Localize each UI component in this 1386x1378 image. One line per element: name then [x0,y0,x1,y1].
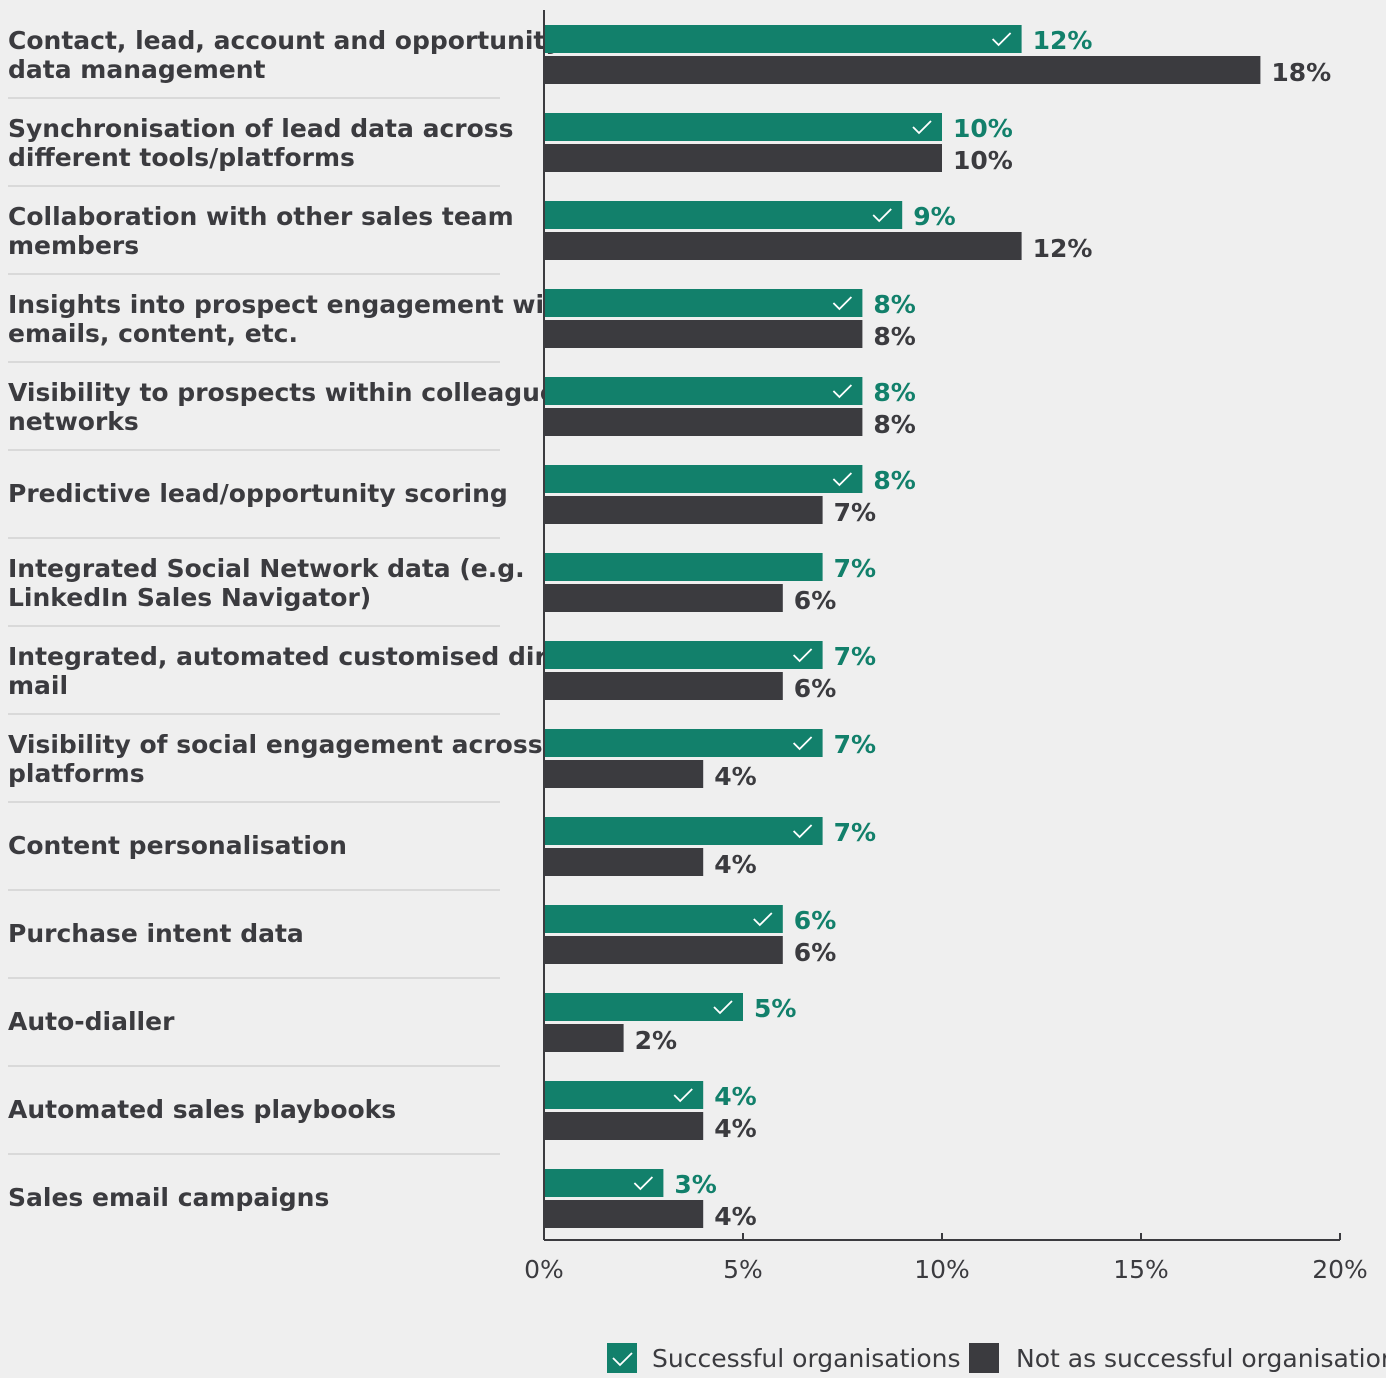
bar-successful [544,1169,664,1197]
data-label-not-successful: 6% [794,674,836,703]
legend-swatch-successful [607,1343,637,1373]
bar-not-successful [544,408,863,436]
check-icon [713,1000,733,1015]
bar-successful [544,1081,704,1109]
bar-successful [544,905,783,933]
category-label: Content personalisation [8,831,347,860]
category-label: Visibility of social engagement across pl… [8,730,543,788]
bar-not-successful [544,1024,624,1052]
bar-not-successful [544,1200,704,1228]
data-label-successful: 4% [714,1082,756,1111]
bar-not-successful [544,672,783,700]
data-label-successful: 7% [834,554,876,583]
category-label: Integrated Social Network data (e.g. Link… [8,554,525,612]
check-icon [633,1176,654,1191]
bar-not-successful [544,56,1261,84]
data-label-not-successful: 18% [1271,58,1331,87]
check-icon [673,1088,693,1103]
data-label-not-successful: 8% [873,322,915,351]
check-icon [832,384,853,399]
data-label-successful: 10% [953,114,1013,143]
bar-successful [544,201,903,229]
data-label-successful: 9% [913,202,955,231]
category-label: Synchronisation of lead data across diffe… [8,114,514,172]
data-label-successful: 5% [754,994,796,1023]
bar-not-successful [544,232,1022,260]
data-label-successful: 6% [794,906,836,935]
data-label-not-successful: 4% [714,1114,756,1143]
x-tick-label: 0% [524,1255,564,1284]
category-label: Automated sales playbooks [8,1095,396,1124]
bar-not-successful [544,848,704,876]
data-label-successful: 12% [1033,26,1093,55]
data-label-successful: 8% [873,290,915,319]
data-label-not-successful: 2% [635,1026,677,1055]
check-icon [832,296,853,311]
check-icon [872,208,892,223]
check-icon [912,120,932,135]
bar-not-successful [544,936,783,964]
bar-successful [544,25,1022,53]
bar-successful [544,553,823,581]
bar-successful [544,993,743,1021]
legend-label-not-successful: Not as successful organisations [1016,1344,1386,1373]
check-icon [792,736,813,751]
legend-check-icon [612,1352,633,1367]
category-label: Sales email campaigns [8,1183,329,1212]
data-label-not-successful: 7% [834,498,876,527]
data-label-not-successful: 4% [714,1202,756,1231]
category-label: Integrated, automated customised direct m… [8,642,591,700]
bar-successful [544,377,863,405]
data-label-not-successful: 8% [873,410,915,439]
bar-not-successful [544,144,942,172]
data-label-successful: 7% [834,642,876,671]
bar-successful [544,289,863,317]
category-label: Contact, lead, account and opportunity da… [8,26,562,84]
bar-successful [544,817,823,845]
category-label: Auto-dialler [8,1007,175,1036]
bar-successful [544,729,823,757]
data-label-successful: 7% [834,730,876,759]
bar-not-successful [544,496,823,524]
category-label: Visibility to prospects within colleague… [8,378,581,436]
bar-not-successful [544,760,704,788]
data-label-not-successful: 12% [1033,234,1093,263]
data-label-successful: 8% [873,466,915,495]
check-icon [792,648,813,663]
data-label-successful: 8% [873,378,915,407]
data-label-not-successful: 6% [794,938,836,967]
category-label: Predictive lead/opportunity scoring [8,479,508,508]
x-tick-label: 5% [723,1255,763,1284]
data-label-not-successful: 6% [794,586,836,615]
x-tick-label: 10% [914,1255,970,1284]
data-label-successful: 7% [834,818,876,847]
check-icon [832,472,853,487]
category-label: Purchase intent data [8,919,304,948]
bar-successful [544,641,823,669]
check-icon [792,824,813,839]
check-icon [753,912,773,927]
bar-not-successful [544,1112,704,1140]
bar-not-successful [544,584,783,612]
bar-not-successful [544,320,863,348]
data-label-not-successful: 10% [953,146,1013,175]
x-tick-label: 15% [1113,1255,1169,1284]
legend-label-successful: Successful organisations [652,1344,961,1373]
category-label: Collaboration with other sales team membe… [8,202,514,260]
data-label-not-successful: 4% [714,762,756,791]
bar-successful [544,465,863,493]
data-label-not-successful: 4% [714,850,756,879]
check-icon [991,32,1012,47]
bar-successful [544,113,942,141]
x-tick-label: 20% [1312,1255,1368,1284]
category-label: Insights into prospect engagement with em… [8,290,574,348]
legend-swatch-not-successful [969,1343,999,1373]
data-label-successful: 3% [674,1170,716,1199]
